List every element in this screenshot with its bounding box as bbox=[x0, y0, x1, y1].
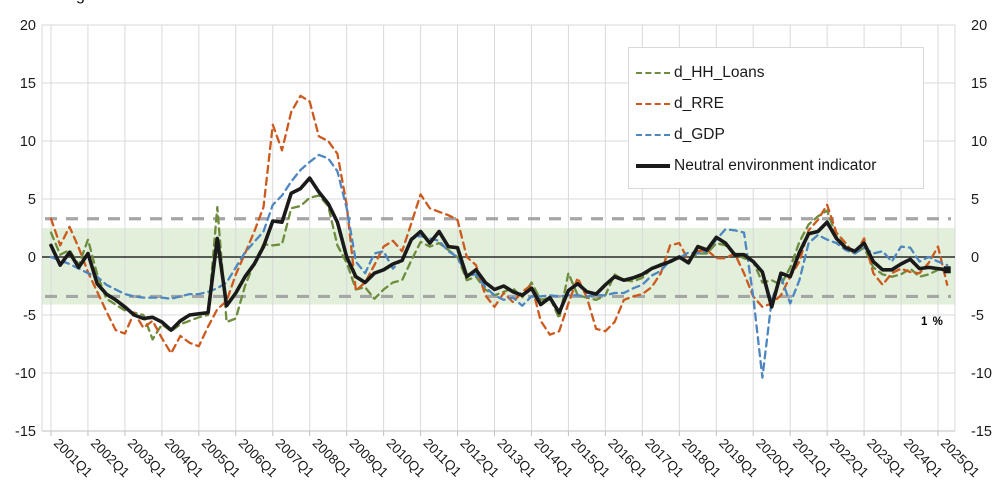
x-axis-label: 2024Q1 bbox=[901, 436, 946, 481]
y-axis-label-right: 15 bbox=[971, 76, 987, 92]
series-line-d-rre bbox=[49, 94, 949, 355]
y-axis-label-left: 20 bbox=[20, 18, 36, 34]
y-axis-label-left: -5 bbox=[23, 308, 36, 324]
y-axis-label-right: 20 bbox=[971, 18, 987, 34]
x-axis-label: 2018Q1 bbox=[679, 436, 724, 481]
series-line-d-gdp bbox=[49, 153, 949, 379]
y-axis-label-right: 10 bbox=[971, 134, 987, 150]
x-axis-label: 2003Q1 bbox=[125, 436, 170, 481]
neutral-indicator-line-swatch bbox=[636, 163, 670, 168]
x-axis-label: 2025Q1 bbox=[938, 436, 983, 481]
x-axis-label: 2001Q1 bbox=[51, 436, 96, 481]
legend-label: Neutral environment indicator bbox=[674, 156, 877, 174]
y-axis-label-right: -5 bbox=[971, 308, 984, 324]
legend-label: d_GDP bbox=[674, 125, 725, 143]
hh-loans-line-swatch bbox=[636, 71, 670, 74]
x-axis-label: 2007Q1 bbox=[273, 436, 318, 481]
cropped-title-fragment: g bbox=[76, 0, 85, 5]
x-axis-label: 2002Q1 bbox=[88, 436, 133, 481]
x-axis-label: 2016Q1 bbox=[605, 436, 650, 481]
y-axis-label-left: 10 bbox=[20, 134, 36, 150]
x-axis-label: 2004Q1 bbox=[162, 436, 207, 481]
x-axis-label: 2022Q1 bbox=[827, 436, 872, 481]
legend-item-hh-loans: d_HH_Loans bbox=[636, 57, 919, 88]
legend-label: d_RRE bbox=[674, 94, 724, 112]
rre-line-swatch bbox=[636, 102, 670, 105]
x-axis-label: 2020Q1 bbox=[753, 436, 798, 481]
series-line-d-hh-loans bbox=[49, 194, 949, 341]
x-axis-label: 2014Q1 bbox=[531, 436, 576, 481]
y-axis-label-left: 0 bbox=[28, 250, 36, 266]
legend-label: d_HH_Loans bbox=[674, 63, 765, 81]
x-axis-label: 2009Q1 bbox=[347, 436, 392, 481]
x-axis-label: 2023Q1 bbox=[864, 436, 909, 481]
x-axis-label: 2015Q1 bbox=[568, 436, 613, 481]
y-axis-label-right: 5 bbox=[971, 192, 979, 208]
y-axis-label-right: 0 bbox=[971, 250, 979, 266]
legend-item-neutral-indicator: Neutral environment indicator bbox=[636, 150, 919, 181]
chart-legend: d_HH_Loans d_RRE d_GDP Neutral environme… bbox=[628, 47, 924, 189]
y-axis-label-right: -15 bbox=[971, 424, 992, 440]
x-axis-label: 2011Q1 bbox=[420, 436, 464, 480]
y-axis-label-right: -10 bbox=[971, 366, 992, 382]
legend-item-gdp: d_GDP bbox=[636, 119, 919, 150]
x-axis-label: 2010Q1 bbox=[384, 436, 429, 481]
gdp-line-swatch bbox=[636, 133, 670, 136]
x-axis-label: 2008Q1 bbox=[310, 436, 355, 481]
x-axis-label: 2017Q1 bbox=[642, 436, 687, 481]
x-axis-label: 2006Q1 bbox=[236, 436, 281, 481]
y-axis-label-left: -15 bbox=[15, 424, 36, 440]
x-axis-label: 2013Q1 bbox=[494, 436, 539, 481]
series-end-marker bbox=[943, 266, 951, 274]
x-axis-label: 2005Q1 bbox=[199, 436, 244, 481]
x-axis-label: 2012Q1 bbox=[457, 436, 502, 481]
one-percent-annotation: 1 % bbox=[921, 316, 944, 328]
y-axis-label-left: 15 bbox=[20, 76, 36, 92]
y-axis-label-left: -10 bbox=[15, 366, 36, 382]
y-axis-label-left: 5 bbox=[28, 192, 36, 208]
legend-item-rre: d_RRE bbox=[636, 88, 919, 119]
x-axis-label: 2019Q1 bbox=[716, 436, 761, 481]
series-line-neutral-environment-indicator bbox=[49, 176, 950, 332]
x-axis-label: 2021Q1 bbox=[790, 436, 835, 481]
